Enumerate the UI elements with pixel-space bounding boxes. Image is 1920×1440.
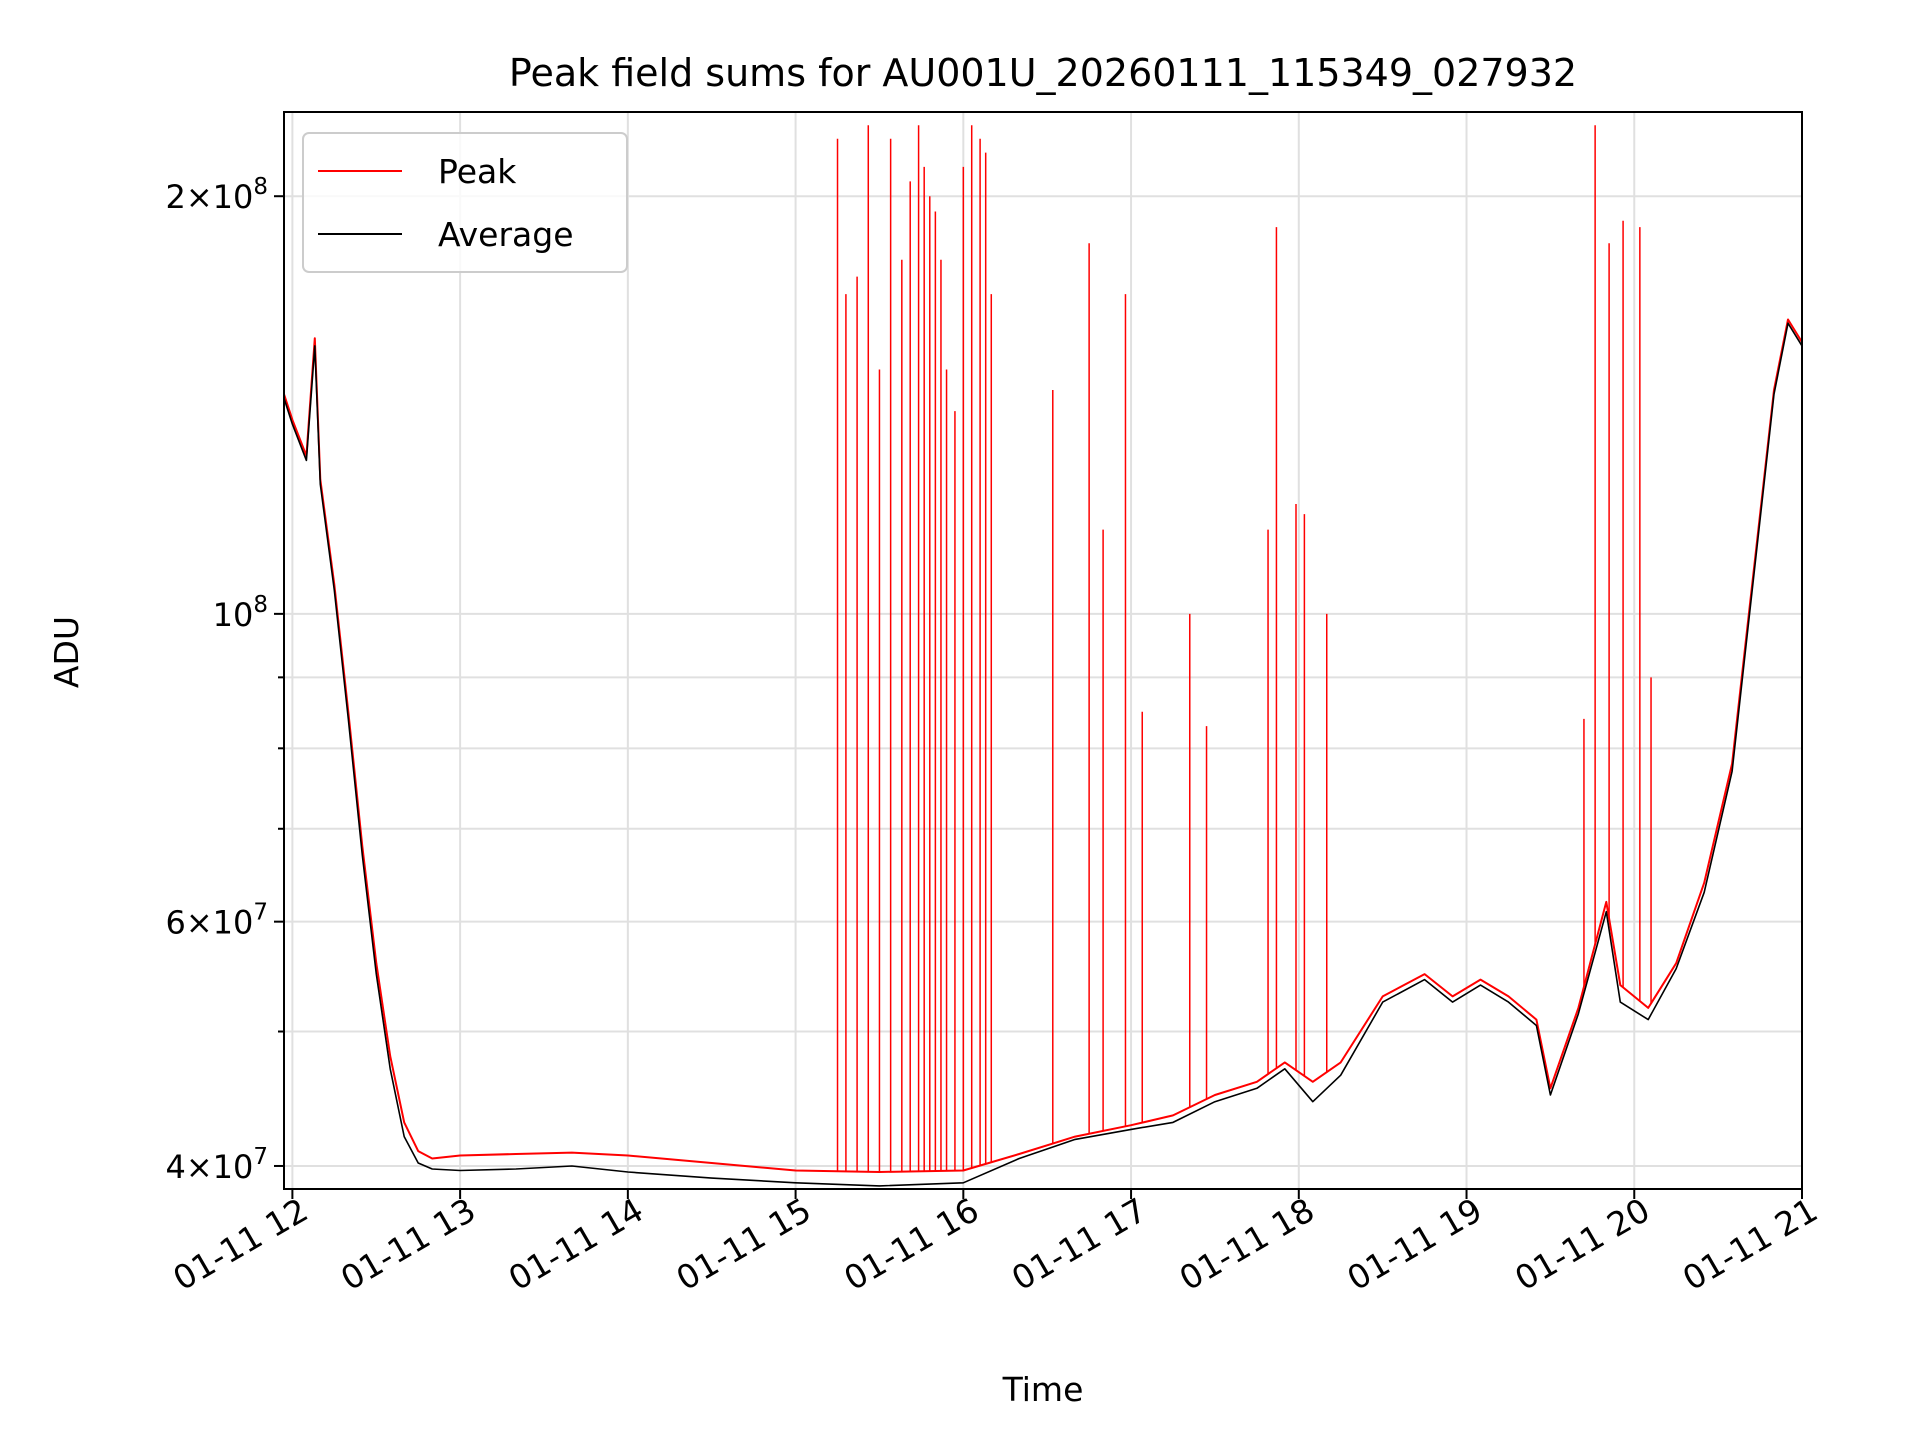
plot-frame (283, 111, 1803, 1190)
legend: Peak Average (302, 132, 628, 273)
y-tick-label: 4×107 (165, 1144, 268, 1186)
y-tick-label: 108 (213, 592, 268, 634)
chart-title: Peak field sums for AU001U_20260111_1153… (509, 51, 1577, 95)
series-area (284, 125, 1802, 1187)
y-tick-label: 2×108 (165, 174, 268, 216)
y-axis-label: ADU (47, 616, 86, 688)
legend-label-peak: Peak (438, 152, 517, 191)
y-axis: 4×107 6×107 108 2×108 (165, 174, 284, 1186)
x-axis-label: Time (1002, 1370, 1084, 1409)
y-tick-label: 6×107 (165, 900, 268, 942)
series-peak-line (284, 318, 1802, 1173)
series-average-line (284, 322, 1802, 1187)
legend-label-average: Average (438, 215, 574, 254)
legend-box (302, 132, 628, 273)
